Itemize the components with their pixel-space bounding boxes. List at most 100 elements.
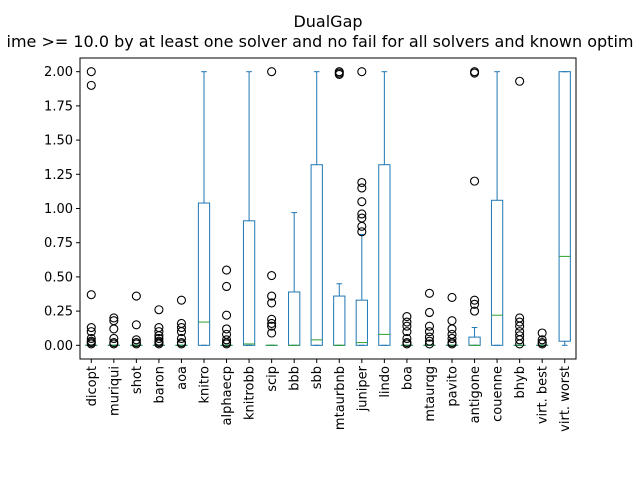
y-tick-label: 1.00 bbox=[44, 202, 73, 217]
outlier-point bbox=[402, 312, 412, 322]
outlier-point bbox=[537, 328, 547, 338]
x-tick-label: muriqui bbox=[107, 366, 122, 416]
outlier-point bbox=[402, 327, 412, 337]
chart-subtitle: ime >= 10.0 by at least one solver and n… bbox=[7, 32, 634, 51]
outlier-point bbox=[424, 336, 435, 346]
box-15 bbox=[400, 312, 414, 349]
x-tick-label: sbb bbox=[310, 366, 325, 389]
outlier-point bbox=[154, 305, 164, 315]
box-4 bbox=[152, 305, 166, 349]
x-tick-label: shot bbox=[130, 366, 145, 394]
outlier-point bbox=[267, 298, 277, 308]
box-iqr bbox=[197, 202, 211, 346]
x-tick-label: virt. worst bbox=[558, 366, 573, 432]
outlier-point bbox=[221, 339, 232, 349]
outlier-point bbox=[109, 313, 119, 323]
outlier-point bbox=[469, 68, 480, 78]
outlier-point bbox=[176, 322, 187, 333]
outlier-point bbox=[109, 324, 119, 334]
box-iqr bbox=[468, 336, 481, 346]
box-iqr bbox=[558, 71, 571, 342]
outlier-point bbox=[402, 317, 412, 327]
outlier-point bbox=[424, 332, 435, 342]
chart-title: DualGap bbox=[293, 12, 362, 31]
outlier-point bbox=[402, 333, 412, 344]
x-tick-label: antigone bbox=[468, 366, 483, 423]
x-tick-label: knitro bbox=[198, 366, 213, 404]
y-tick-label: 1.25 bbox=[44, 168, 73, 183]
outlier-point bbox=[267, 321, 277, 331]
outlier-point bbox=[86, 333, 96, 344]
outlier-point bbox=[424, 307, 435, 318]
outlier-point bbox=[109, 333, 119, 344]
outlier-point bbox=[357, 197, 367, 207]
outlier-point bbox=[86, 322, 96, 333]
box-7 bbox=[220, 265, 233, 349]
box-6 bbox=[197, 71, 211, 346]
x-tick-label: virt. best bbox=[536, 366, 551, 424]
outlier-point bbox=[469, 306, 480, 316]
outlier-point bbox=[357, 221, 367, 231]
outlier-point bbox=[267, 270, 277, 281]
box-19 bbox=[490, 71, 504, 346]
x-tick-label: mtaurqg bbox=[423, 366, 438, 422]
y-tick-label: 0.00 bbox=[44, 339, 73, 354]
box-2 bbox=[107, 313, 120, 349]
x-tick-label: knitrobb bbox=[243, 366, 258, 420]
outlier-point bbox=[221, 281, 232, 292]
outlier-point bbox=[447, 316, 457, 326]
outlier-point bbox=[447, 292, 457, 302]
box-1 bbox=[85, 67, 98, 349]
outlier-point bbox=[221, 335, 232, 345]
outlier-point bbox=[86, 339, 96, 349]
outlier-point bbox=[402, 339, 412, 349]
outlier-point bbox=[176, 295, 187, 305]
box-iqr bbox=[490, 199, 504, 346]
x-tick-label: bhyb bbox=[513, 366, 528, 398]
outlier-point bbox=[267, 314, 277, 324]
box-iqr bbox=[333, 295, 346, 346]
outlier-point bbox=[131, 339, 141, 349]
outlier-point bbox=[515, 76, 525, 86]
outlier-point bbox=[176, 339, 187, 349]
x-tick-label: mtaurbnb bbox=[333, 366, 348, 430]
y-tick-label: 0.75 bbox=[44, 236, 73, 251]
box-13 bbox=[355, 67, 368, 346]
x-tick-label: baron bbox=[152, 366, 167, 403]
outlier-point bbox=[424, 288, 435, 298]
y-tick-label: 1.75 bbox=[44, 99, 73, 114]
x-tick-label: alphaecp bbox=[220, 366, 235, 425]
outlier-point bbox=[334, 69, 344, 79]
box-iqr bbox=[355, 299, 368, 346]
outlier-point bbox=[86, 80, 96, 90]
x-tick-label: bbb bbox=[288, 366, 303, 391]
x-tick-label: pavito bbox=[446, 366, 461, 407]
outlier-point bbox=[176, 327, 187, 337]
box-18 bbox=[468, 67, 481, 346]
y-tick-label: 0.50 bbox=[44, 270, 73, 285]
x-tick-label: aoa bbox=[175, 366, 190, 390]
box-21 bbox=[536, 328, 549, 349]
outlier-point bbox=[537, 335, 547, 345]
outlier-point bbox=[86, 290, 96, 300]
x-tick-label: couenne bbox=[491, 366, 506, 422]
outlier-point bbox=[86, 67, 96, 77]
outlier-point bbox=[515, 317, 525, 327]
y-tick-label: 1.50 bbox=[44, 134, 73, 149]
outlier-point bbox=[357, 209, 367, 219]
box-3 bbox=[130, 291, 143, 349]
box-iqr bbox=[288, 291, 301, 346]
outlier-point bbox=[357, 227, 367, 237]
outlier-point bbox=[469, 295, 480, 305]
outlier-point bbox=[221, 265, 232, 275]
outlier-point bbox=[154, 333, 164, 344]
outlier-point bbox=[447, 333, 457, 344]
outlier-point bbox=[515, 321, 525, 331]
outlier-point bbox=[131, 335, 141, 345]
box-iqr bbox=[242, 220, 256, 346]
outlier-point bbox=[131, 320, 141, 330]
outlier-point bbox=[357, 183, 367, 193]
outlier-point bbox=[154, 339, 164, 349]
outlier-point bbox=[176, 333, 187, 344]
outlier-point bbox=[357, 67, 367, 77]
